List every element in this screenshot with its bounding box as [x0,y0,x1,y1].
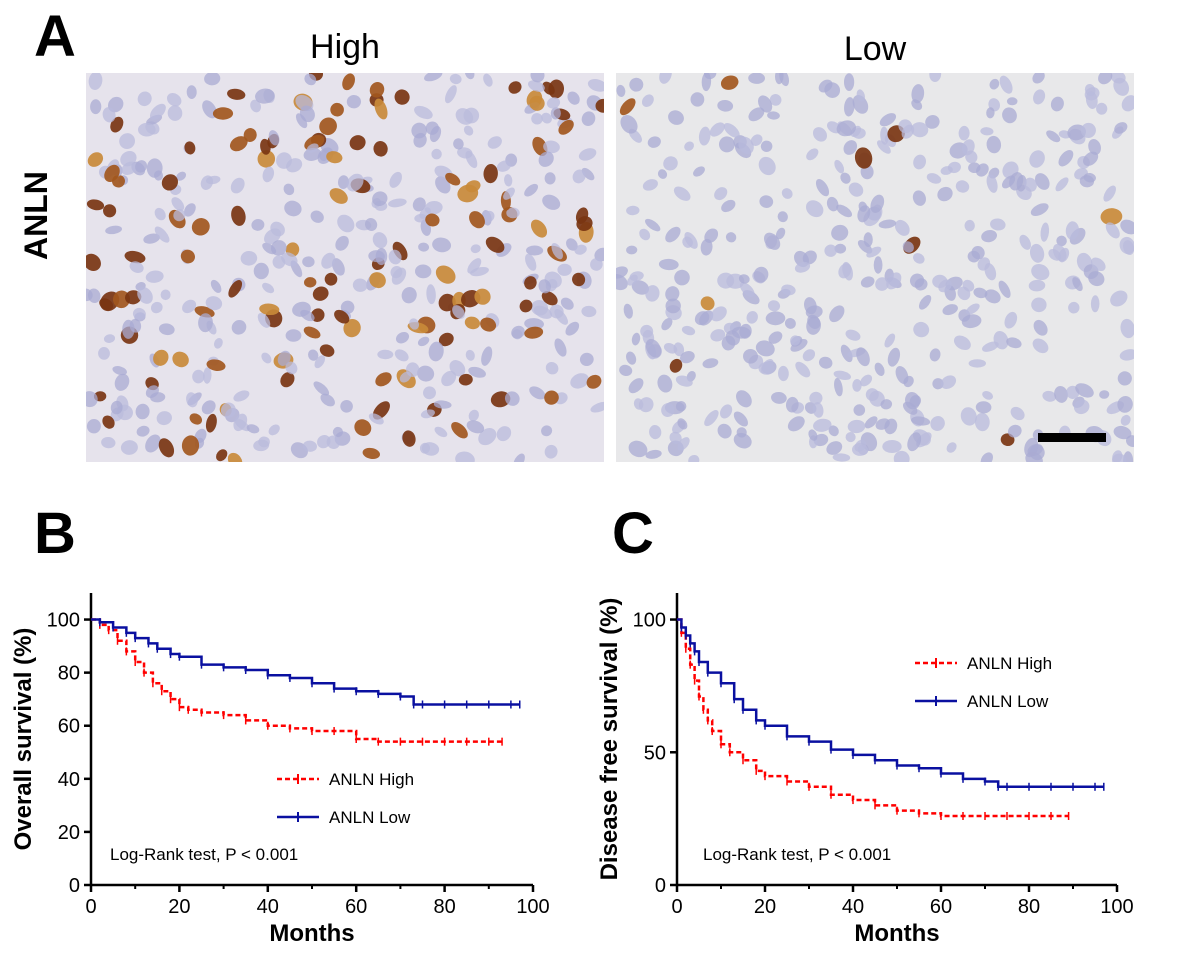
series-line-low [91,618,520,706]
y-tick-label: 40 [58,769,80,791]
x-tick-label: 100 [516,896,549,918]
x-tick-label: 0 [671,896,682,918]
panel-c-letter: C [612,501,654,566]
log-rank-annotation: Log-Rank test, P < 0.001 [703,845,891,864]
censor-marks [680,628,1070,820]
y-tick-label: 100 [633,610,666,632]
x-tick-label: 60 [930,896,952,918]
x-tick-label: 20 [168,896,190,918]
censor-marks [99,620,503,746]
y-tick-label: 100 [47,610,80,632]
panel-a-letter: A [34,4,76,69]
y-axis-label: Disease free survival (%) [596,598,623,881]
x-tick-label: 100 [1100,896,1133,918]
panel-b-letter: B [34,501,76,566]
x-tick-label: 60 [345,896,367,918]
overall-survival-chart: 0 20 40 60 80 100 0 20 40 60 80 100 Months Overall su… [10,593,550,947]
micrograph-low [616,73,1134,462]
x-tick-label: 20 [754,896,776,918]
y-axis-label: Overall survival (%) [10,628,37,851]
x-tick-label: 40 [257,896,279,918]
y-tick-label: 60 [58,716,80,738]
y-tick-label: 50 [644,742,666,764]
micrograph-high [86,73,604,462]
legend-label: ANLN High [329,770,414,789]
disease-free-survival-chart: 0 20 40 60 80 100 0 50 100 Months Disease free sur… [596,593,1134,947]
high-column-label: High [310,28,380,66]
log-rank-annotation: Log-Rank test, P < 0.001 [110,845,298,864]
x-tick-label: 40 [842,896,864,918]
y-tick-label: 20 [58,822,80,844]
legend-label: ANLN Low [967,692,1049,711]
series-line-high [91,618,503,743]
scale-bar [1038,433,1106,442]
nuclei [86,73,604,462]
x-tick-label: 80 [433,896,455,918]
y-tick-label: 0 [655,875,666,897]
x-tick-label: 80 [1018,896,1040,918]
censor-marks [99,618,521,709]
x-axis-label: Months [269,920,354,947]
x-tick-label: 0 [85,896,96,918]
y-tick-label: 0 [69,875,80,897]
x-axis-label: Months [854,920,939,947]
nuclei [616,73,1134,462]
low-column-label: Low [843,30,907,68]
censor-marks [680,623,1105,791]
legend-label: ANLN Low [329,808,411,827]
legend-label: ANLN High [967,654,1052,673]
anln-row-label: ANLN [18,171,54,260]
y-tick-label: 80 [58,663,80,685]
